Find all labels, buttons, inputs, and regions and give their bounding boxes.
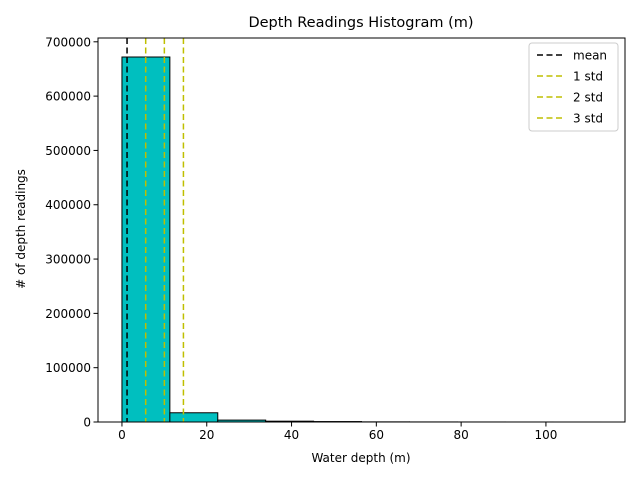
y-tick-label: 500000 — [45, 144, 91, 158]
x-tick-label: 40 — [284, 428, 299, 442]
x-axis-ticks: 0 20 40 60 80 100 — [118, 422, 557, 442]
plot-frame — [97, 37, 626, 423]
x-tick-label: 20 — [199, 428, 214, 442]
chart-title: Depth Readings Histogram (m) — [248, 15, 473, 31]
x-tick-label: 80 — [453, 428, 468, 442]
legend-label-1: 1 std — [573, 70, 603, 84]
y-tick-label: 400000 — [45, 198, 91, 212]
legend-box — [528, 42, 619, 132]
y-tick-label: 0 — [83, 416, 91, 430]
reference-lines — [126, 38, 185, 422]
x-tick-label: 60 — [369, 428, 384, 442]
histogram-bar-1 — [169, 412, 219, 423]
y-tick-label: 600000 — [45, 90, 91, 104]
y-axis-ticks: 0 100000 200000 300000 400000 500000 600000 700… — [45, 35, 98, 430]
legend-label-2: 2 std — [573, 91, 603, 105]
y-tick-label: 300000 — [45, 253, 91, 267]
y-tick-label: 200000 — [45, 307, 91, 321]
legend: mean 1 std 2 std 3 std — [528, 42, 619, 132]
legend-label-3: 3 std — [573, 112, 603, 126]
y-axis-label: # of depth readings — [14, 169, 28, 289]
x-tick-label: 100 — [534, 428, 557, 442]
x-axis-label: Water depth (m) — [311, 451, 410, 465]
x-tick-label: 0 — [118, 428, 126, 442]
legend-label-0: mean — [573, 49, 607, 63]
y-tick-label: 700000 — [45, 35, 91, 49]
y-tick-label: 100000 — [45, 361, 91, 375]
axes — [97, 37, 626, 423]
